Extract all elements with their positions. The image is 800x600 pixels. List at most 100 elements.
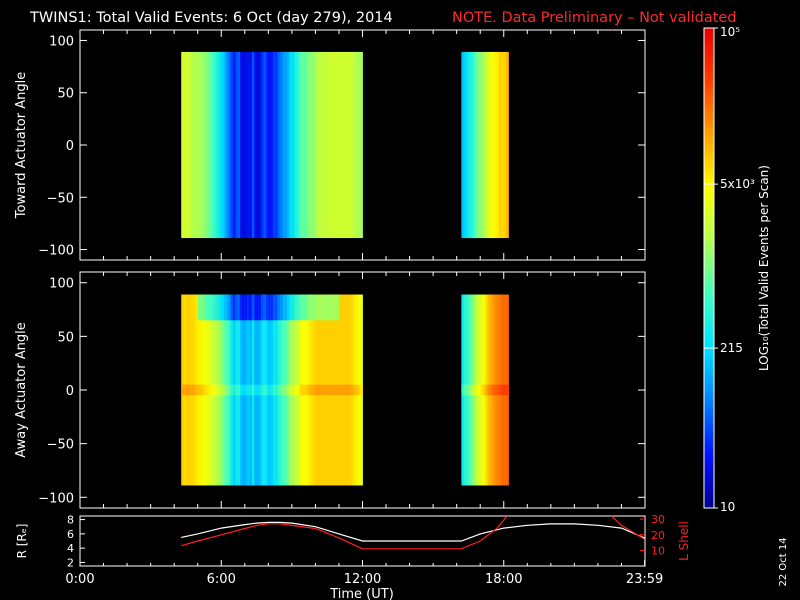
away-heatmap-band: [289, 294, 293, 321]
away-heatmap-band: [233, 294, 236, 321]
away-heatmap-band: [313, 384, 316, 396]
away-heatmap-band: [216, 294, 220, 321]
away-heatmap-band: [270, 384, 274, 396]
away-heatmap-band: [303, 294, 307, 321]
colorbar-tick-label: 10: [720, 500, 735, 514]
away-heatmap-band: [242, 294, 246, 321]
toward-heatmap-column: [261, 51, 265, 239]
toward-heatmap-column: [185, 51, 189, 239]
away-heatmap-band: [322, 384, 326, 396]
away-heatmap-band: [280, 384, 283, 396]
toward-heatmap-column: [202, 51, 206, 239]
away-heatmap-band: [207, 384, 210, 396]
away-heatmap-band: [209, 384, 213, 396]
away-heatmap-band: [188, 384, 192, 396]
toward-heatmap-column: [306, 51, 309, 239]
away-heatmap-band: [310, 384, 314, 396]
toward-heatmap-column: [277, 51, 281, 239]
away-heatmap-band: [185, 384, 189, 396]
toward-heatmap-column: [308, 51, 312, 239]
away-heatmap-band: [249, 294, 253, 321]
toward-heatmap-column: [204, 51, 208, 239]
away-heatmap-band: [240, 294, 243, 321]
away-ytick-label: 100: [49, 277, 74, 292]
away-heatmap-band: [258, 384, 262, 396]
toward-heatmap-column: [350, 51, 354, 239]
away-heatmap-band: [466, 384, 469, 396]
toward-heatmap-column: [310, 51, 314, 239]
away-ytick-label: −100: [38, 491, 74, 506]
away-heatmap-band: [218, 384, 222, 396]
toward-panel: 100 50 0 −50 −100 Toward Actuator Angle: [14, 29, 646, 261]
toward-heatmap-column: [473, 51, 476, 239]
away-heatmap-band: [195, 384, 199, 396]
away-heatmap-band: [263, 294, 267, 321]
toward-heatmap-column: [317, 51, 321, 239]
away-heatmap-band: [334, 384, 337, 396]
toward-heatmap-column: [207, 51, 210, 239]
away-heatmap-band: [343, 384, 347, 396]
toward-heatmap-column: [487, 51, 491, 239]
away-heatmap-band: [254, 384, 257, 396]
away-heatmap-band: [313, 294, 316, 321]
orbit-r-label: R [Rₑ]: [15, 524, 29, 559]
away-heatmap-band: [353, 384, 356, 396]
toward-heatmap-column: [195, 51, 199, 239]
away-heatmap-band: [355, 384, 359, 396]
away-heatmap-band: [183, 384, 187, 396]
away-heatmap-band: [214, 294, 217, 321]
away-heatmap-band: [277, 384, 281, 396]
time-tick-label: 23:59: [626, 572, 663, 587]
toward-heatmap-column: [223, 51, 227, 239]
toward-heatmap-column: [228, 51, 232, 239]
away-heatmap-band: [242, 384, 246, 396]
away-heatmap-band: [308, 294, 312, 321]
toward-heatmap-column: [301, 51, 305, 239]
toward-heatmap-column: [482, 51, 486, 239]
away-heatmap-band: [200, 294, 203, 321]
away-heatmap-band: [225, 384, 229, 396]
orbit-left-tick-label: 6: [67, 528, 74, 541]
away-heatmap-band: [291, 294, 295, 321]
away-heatmap-band: [289, 384, 293, 396]
toward-ytick-label: −100: [38, 244, 74, 259]
toward-heatmap-column: [240, 51, 243, 239]
toward-heatmap-column: [251, 51, 255, 239]
away-heatmap-band: [360, 384, 363, 396]
away-heatmap-band: [204, 294, 208, 321]
away-heatmap-band: [341, 384, 345, 396]
away-heatmap-band: [282, 294, 286, 321]
toward-heatmap-column: [280, 51, 283, 239]
toward-heatmap-column: [491, 51, 495, 239]
away-heatmap-band: [291, 384, 295, 396]
colorbar-strip: [703, 27, 715, 509]
toward-ytick-label: −50: [47, 191, 74, 206]
toward-heatmap-column: [329, 51, 333, 239]
away-heatmap-band: [334, 294, 337, 321]
away-heatmap-band: [298, 384, 302, 396]
time-axis-label: Time (UT): [329, 587, 394, 600]
away-heatmap-band: [230, 294, 234, 321]
away-ytick-label: 0: [66, 384, 74, 399]
toward-heatmap-column: [200, 51, 203, 239]
away-heatmap-band: [308, 384, 312, 396]
toward-heatmap-column: [282, 51, 286, 239]
time-tick-label: 6:00: [207, 572, 236, 587]
toward-heatmap-column: [242, 51, 246, 239]
toward-heatmap-column: [461, 51, 465, 239]
away-heatmap-band: [487, 384, 491, 396]
away-heatmap-band: [506, 384, 509, 396]
away-heatmap-band: [482, 384, 486, 396]
toward-heatmap-column: [249, 51, 253, 239]
away-heatmap-band: [320, 384, 323, 396]
orbit-left-tick-label: 8: [67, 514, 74, 527]
toward-heatmap-column: [193, 51, 196, 239]
away-heatmap-band: [221, 384, 224, 396]
away-heatmap-band: [317, 294, 321, 321]
away-heatmap-band: [298, 294, 302, 321]
r-curve: [181, 521, 645, 542]
toward-heatmap-column: [270, 51, 274, 239]
toward-heatmap-column: [298, 51, 302, 239]
away-heatmap-band: [499, 384, 502, 396]
